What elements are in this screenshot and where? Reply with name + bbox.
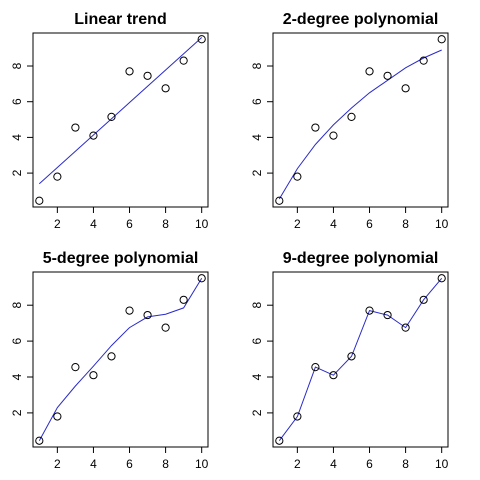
data-point [35,436,44,445]
x-tick-label: 8 [402,217,409,231]
y-tick-label: 4 [250,373,264,380]
data-point [161,84,170,93]
x-tick-label: 2 [54,217,61,231]
data-point [179,295,188,304]
fit-line [38,278,203,441]
data-point [107,352,116,361]
x-tick-label: 2 [294,217,301,231]
y-tick-label: 2 [250,409,264,416]
data-point [35,196,44,205]
data-point [107,112,116,121]
x-tick-label: 6 [126,217,133,231]
data-point [89,371,98,380]
y-tick-label: 2 [250,169,264,176]
data-point [89,131,98,140]
fit-line [278,277,443,441]
y-tick-label: 4 [250,134,264,141]
data-point [125,67,134,76]
data-point [143,310,152,320]
x-tick-label: 4 [330,457,337,471]
chart-panel-3: 5-degree polynomial 2 4 6 8 10 2 4 6 8 [10,250,209,471]
x-tick-label: 4 [90,457,97,471]
data-point [437,274,446,283]
x-tick-label: 2 [54,457,61,471]
data-point [125,306,134,315]
data-point [311,363,320,372]
data-point [71,363,80,372]
y-tick-label: 2 [10,169,24,176]
y-tick-label: 8 [10,62,24,69]
y-tick-label: 6 [10,98,24,105]
plot-frame [272,32,449,208]
x-tick-label: 10 [195,217,209,231]
data-point [437,35,446,44]
x-tick-label: 6 [126,457,133,471]
y-tick-label: 6 [10,337,24,344]
x-tick-label: 8 [162,457,169,471]
data-point [365,306,374,315]
y-tick-label: 8 [250,302,264,309]
data-point [419,295,428,304]
data-point [383,71,392,80]
chart-title: 2-degree polynomial [283,11,439,28]
y-tick-label: 2 [10,409,24,416]
x-tick-label: 4 [90,217,97,231]
data-point [275,196,284,205]
data-point [161,323,170,332]
x-tick-label: 4 [330,217,337,231]
plot-frame [272,271,449,448]
chart-title: 5-degree polynomial [43,250,199,267]
data-point [275,436,284,445]
data-point [293,172,302,181]
data-point [71,123,80,132]
data-point [347,352,356,361]
data-point [197,274,206,283]
x-tick-label: 10 [435,457,449,471]
data-point [401,323,410,332]
x-tick-label: 8 [162,217,169,231]
x-tick-label: 10 [195,457,209,471]
x-tick-label: 2 [294,457,301,471]
fit-line [38,37,203,185]
data-point [419,56,428,65]
y-tick-label: 8 [250,62,264,69]
chart-panel-4: 9-degree polynomial 2 4 6 8 10 2 4 6 8 [250,250,449,471]
chart-panel-2: 2-degree polynomial 2 4 6 8 10 2 4 6 8 [250,11,449,231]
data-point [143,71,152,80]
data-point [347,112,356,121]
x-tick-label: 6 [366,457,373,471]
x-tick-label: 8 [402,457,409,471]
data-point [311,123,320,132]
data-point [53,412,62,421]
chart-title: 9-degree polynomial [283,250,439,267]
data-point [383,310,392,320]
data-point [293,412,302,421]
y-tick-label: 6 [250,337,264,344]
plot-frame [32,271,209,448]
x-tick-label: 6 [366,217,373,231]
x-tick-label: 10 [435,217,449,231]
data-point [53,172,62,181]
chart-panel-1: Linear trend 2 4 6 8 10 2 4 6 8 [10,11,209,231]
data-point [197,35,206,44]
chart-title: Linear trend [74,11,166,28]
y-tick-label: 8 [10,302,24,309]
data-point [179,56,188,65]
y-tick-label: 4 [10,373,24,380]
plot-frame [32,32,209,208]
fit-line [278,49,442,200]
data-point [365,67,374,76]
data-point [329,131,338,140]
y-tick-label: 4 [10,134,24,141]
y-tick-label: 6 [250,98,264,105]
data-point [401,84,410,93]
data-point [329,371,338,380]
